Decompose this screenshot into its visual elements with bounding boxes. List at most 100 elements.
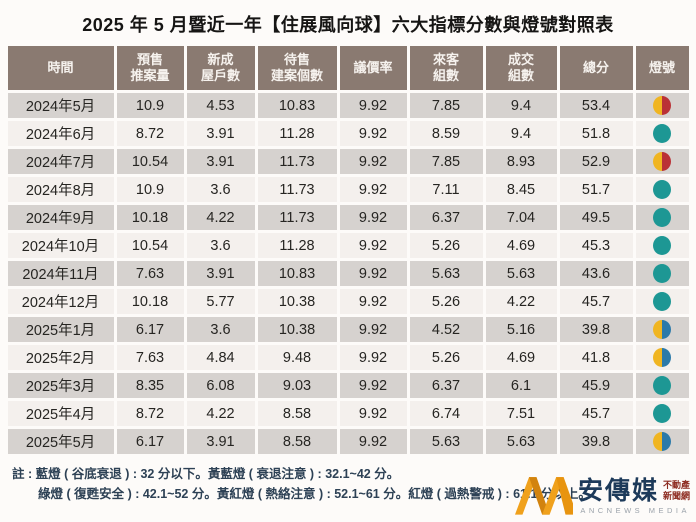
light-cell [635,121,689,146]
value-cell: 10.9 [116,177,184,202]
value-cell: 10.9 [116,93,184,118]
signal-light-green [653,292,671,311]
time-cell: 2024年6月 [7,121,114,146]
value-cell: 6.74 [409,401,483,426]
header-cell: 成交 組數 [485,46,557,90]
header-cell: 議價率 [339,46,407,90]
value-cell: 5.26 [409,345,483,370]
page-title: 2025 年 5 月暨近一年【住展風向球】六大指標分數與燈號對照表 [82,15,614,35]
value-cell: 10.18 [116,289,184,314]
value-cell: 52.9 [559,149,633,174]
value-cell: 11.73 [257,205,337,230]
value-cell: 5.63 [409,261,483,286]
value-cell: 45.9 [559,373,633,398]
value-cell: 4.22 [186,401,255,426]
value-cell: 45.7 [559,401,633,426]
value-cell: 8.59 [409,121,483,146]
value-cell: 51.7 [559,177,633,202]
light-cell [635,345,689,370]
light-cell [635,205,689,230]
light-cell [635,261,689,286]
signal-light-green [653,124,671,143]
value-cell: 9.92 [339,373,407,398]
value-cell: 4.69 [485,233,557,258]
value-cell: 9.4 [485,121,557,146]
value-cell: 3.6 [186,233,255,258]
signal-light-yellow-blue [653,348,671,367]
value-cell: 3.91 [186,149,255,174]
value-cell: 11.28 [257,121,337,146]
table-row: 2024年9月 10.18 4.22 11.73 9.92 6.37 7.04 49.5 [7,205,689,230]
value-cell: 43.6 [559,261,633,286]
note-line-1: 註 : 藍燈 ( 谷底衰退 ) : 32 分以下。黃藍燈 ( 衰退注意 ) : … [12,467,400,481]
value-cell: 8.72 [116,121,184,146]
value-cell: 6.08 [186,373,255,398]
light-cell [635,149,689,174]
value-cell: 9.48 [257,345,337,370]
table-row: 2025年5月 6.17 3.91 8.58 9.92 5.63 5.63 39.8 [7,429,689,454]
time-cell: 2025年5月 [7,429,114,454]
header-cell: 待售 建案個數 [257,46,337,90]
table-row: 2024年11月 7.63 3.91 10.83 9.92 5.63 5.63 43.6 [7,261,689,286]
header-cell: 預售 推案量 [116,46,184,90]
value-cell: 6.1 [485,373,557,398]
signal-light-green [653,208,671,227]
time-cell: 2024年11月 [7,261,114,286]
value-cell: 4.22 [485,289,557,314]
time-cell: 2024年9月 [7,205,114,230]
time-cell: 2024年10月 [7,233,114,258]
signal-light-green [653,264,671,283]
value-cell: 3.91 [186,429,255,454]
signal-light-green [653,236,671,255]
value-cell: 7.11 [409,177,483,202]
value-cell: 10.54 [116,149,184,174]
value-cell: 4.69 [485,345,557,370]
time-cell: 2024年8月 [7,177,114,202]
table-header-row: 時間 預售 推案量 新成 屋戶數 待售 建案個數 議價率 來客 組數 成交 組數 總分 燈號 [7,46,689,90]
watermark-text: 安傳媒 不動產 新聞網 ANCNEWS MEDIA [578,478,690,515]
header-cell: 時間 [7,46,114,90]
table-row: 2024年7月 10.54 3.91 11.73 9.92 7.85 8.93 52.9 [7,149,689,174]
watermark: 安傳媒 不動產 新聞網 ANCNEWS MEDIA [514,473,690,520]
value-cell: 7.04 [485,205,557,230]
value-cell: 9.92 [339,205,407,230]
value-cell: 9.92 [339,429,407,454]
time-cell: 2024年5月 [7,93,114,118]
signal-light-yellow-blue [653,320,671,339]
value-cell: 53.4 [559,93,633,118]
value-cell: 7.85 [409,149,483,174]
watermark-latin: ANCNEWS MEDIA [580,505,690,515]
value-cell: 39.8 [559,317,633,342]
light-cell [635,289,689,314]
light-cell [635,317,689,342]
light-cell [635,233,689,258]
value-cell: 9.92 [339,289,407,314]
value-cell: 9.92 [339,93,407,118]
value-cell: 10.18 [116,205,184,230]
value-cell: 5.26 [409,289,483,314]
value-cell: 8.58 [257,401,337,426]
light-cell [635,177,689,202]
legend-notes: 註 : 藍燈 ( 谷底衰退 ) : 32 分以下。黃藍燈 ( 衰退注意 ) : … [12,464,696,504]
value-cell: 9.03 [257,373,337,398]
value-cell: 5.63 [409,429,483,454]
header-cell: 新成 屋戶數 [186,46,255,90]
value-cell: 3.6 [186,317,255,342]
light-cell [635,373,689,398]
value-cell: 9.92 [339,317,407,342]
header-cell: 總分 [559,46,633,90]
value-cell: 10.54 [116,233,184,258]
table-row: 2025年3月 8.35 6.08 9.03 9.92 6.37 6.1 45.9 [7,373,689,398]
value-cell: 5.63 [485,429,557,454]
value-cell: 6.37 [409,205,483,230]
value-cell: 4.22 [186,205,255,230]
indicator-table: 時間 預售 推案量 新成 屋戶數 待售 建案個數 議價率 來客 組數 成交 組數 總分 燈號 2… [5,43,692,457]
value-cell: 9.92 [339,345,407,370]
header-cell: 來客 組數 [409,46,483,90]
value-cell: 9.4 [485,93,557,118]
value-cell: 7.63 [116,345,184,370]
an-logo-icon [514,473,573,520]
value-cell: 39.8 [559,429,633,454]
signal-light-yellow-red [653,152,671,171]
note-line-2: 綠燈 ( 復甦安全 ) : 42.1~52 分。黃紅燈 ( 熱絡注意 ) : 5… [38,487,591,501]
